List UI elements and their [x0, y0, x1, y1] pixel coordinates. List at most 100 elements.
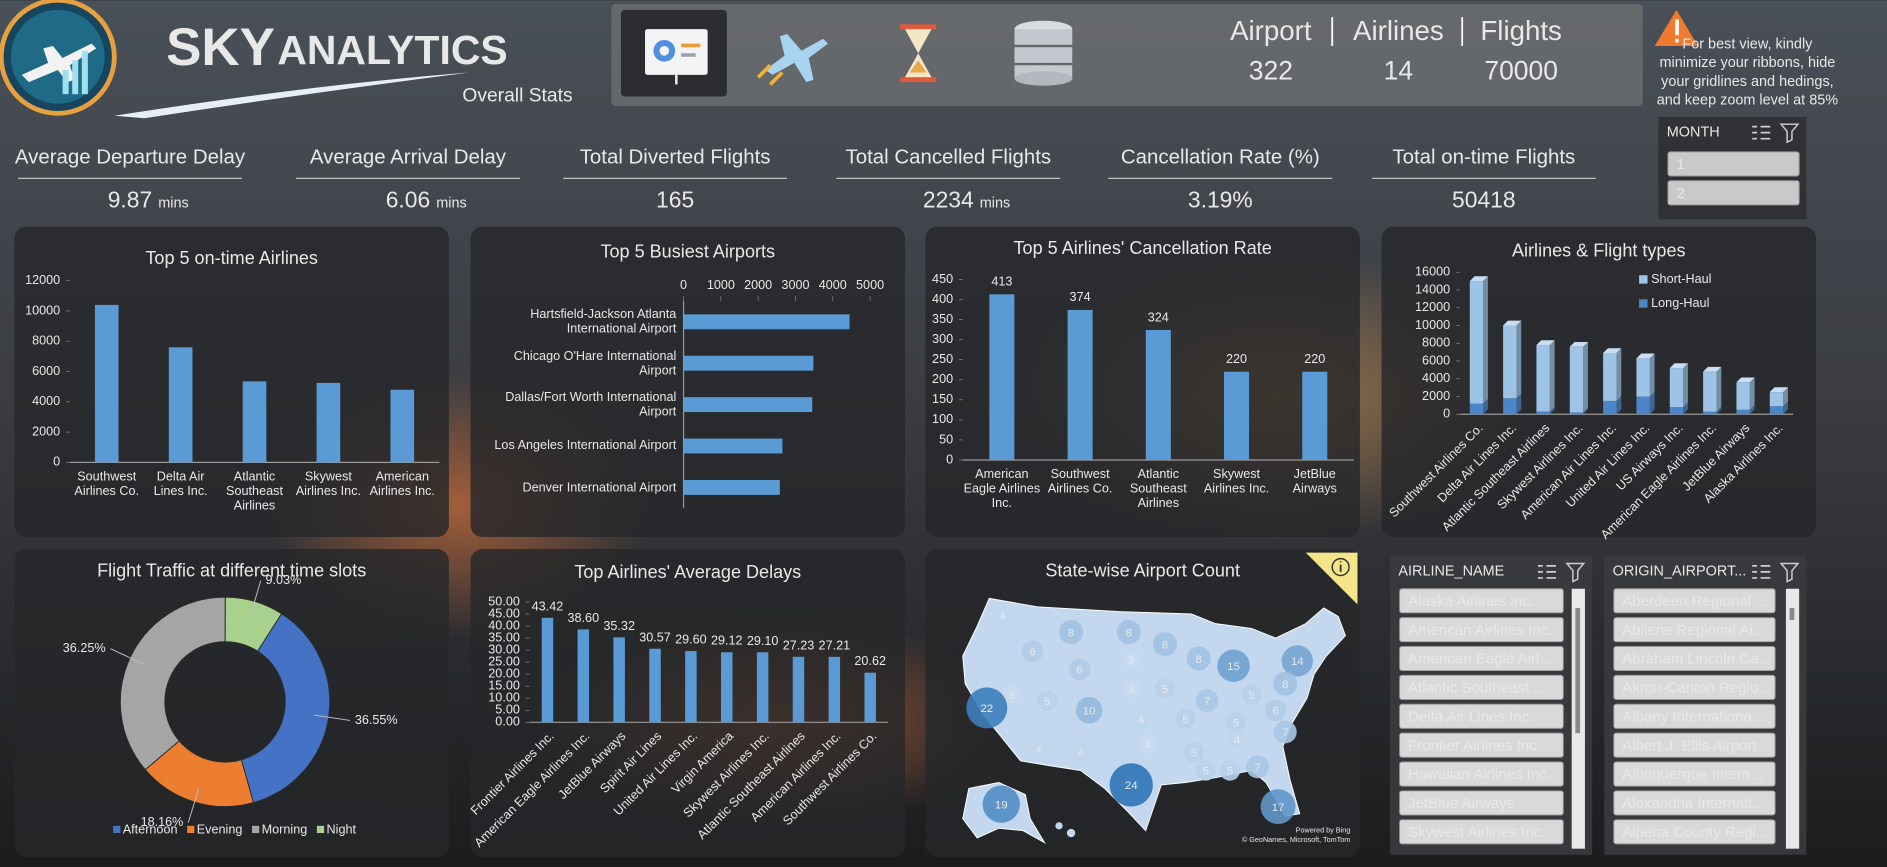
clear-filter-button[interactable]: [1565, 562, 1586, 583]
slicer-item[interactable]: [1399, 646, 1564, 672]
slicer-title: ORIGIN_AIRPORT...: [1613, 564, 1747, 580]
bar-top: [1769, 387, 1788, 393]
x-tick-label: 1000: [707, 278, 735, 292]
nav-delays[interactable]: [900, 24, 937, 83]
nav-overview[interactable]: [620, 9, 727, 97]
slicer-item[interactable]: [1613, 646, 1776, 672]
map-region: [1122, 650, 1141, 669]
scrollbar-thumb[interactable]: [1789, 607, 1795, 621]
legend-swatch: [113, 825, 121, 834]
bar-segment: [1769, 406, 1784, 415]
nav-data[interactable]: [1014, 20, 1073, 86]
slicer-item[interactable]: [1399, 790, 1564, 816]
bar: [1145, 330, 1171, 460]
chart-title: Airlines & Flight types: [1512, 241, 1686, 261]
x-tick-label: 2000: [744, 278, 772, 292]
x-tick-label: 5000: [856, 278, 884, 292]
multi-select-button[interactable]: [1752, 125, 1771, 140]
map-label: 3: [1128, 655, 1134, 667]
map-region: [1152, 632, 1177, 657]
data-label: 35.32: [603, 619, 635, 633]
y-tick-label: Los Angeles International Airport: [494, 438, 677, 454]
y-tick-label: 6000: [1422, 353, 1450, 367]
bar: [390, 389, 415, 463]
data-label: 29.10: [747, 634, 779, 648]
legend-swatch: [1639, 299, 1648, 308]
x-tick-label-box: Skywest Airlines Inc.: [296, 470, 361, 499]
warning-icon: [1675, 38, 1679, 43]
kpi-value: 165: [656, 186, 694, 212]
slicer-item[interactable]: [1667, 180, 1800, 206]
slicer-item[interactable]: [1399, 703, 1564, 729]
bar-segment: [1736, 409, 1750, 415]
stat-value: 322: [1249, 55, 1293, 85]
slicer-item[interactable]: [1399, 819, 1564, 845]
slicer-item[interactable]: [1667, 151, 1800, 177]
info-button[interactable]: [1331, 557, 1350, 577]
slicer-item[interactable]: [1613, 761, 1776, 787]
nav-flights[interactable]: [756, 33, 828, 86]
y-tick-label: 450: [932, 272, 953, 286]
slicer-item[interactable]: [1613, 588, 1776, 614]
clear-filter-button[interactable]: [1779, 562, 1800, 583]
map-label: 15: [1227, 661, 1240, 673]
data-label: 413: [991, 275, 1012, 289]
map-label: 5: [1162, 684, 1168, 696]
multi-select-button[interactable]: [1538, 565, 1557, 579]
slicer-item[interactable]: [1399, 674, 1564, 700]
y-tick-label-box: Dallas/Fort Worth International Airport: [505, 390, 676, 419]
scrollbar-thumb[interactable]: [1575, 607, 1581, 734]
bar-segment: [1636, 358, 1650, 397]
map-label: 7: [1282, 727, 1288, 739]
slicer-item-label: 1: [1676, 156, 1684, 173]
slicer-item-label: Albert J. Ellis Airport: [1622, 737, 1757, 754]
slicer-item[interactable]: [1399, 617, 1564, 643]
slicer-item[interactable]: [1399, 732, 1564, 758]
slicer-item[interactable]: [1613, 790, 1776, 816]
x-tick-label-box: Southwest Airlines Co.: [1047, 467, 1113, 497]
y-tick-label: 10.00: [488, 691, 520, 705]
y-tick-label: 25.00: [488, 654, 520, 668]
slicer-item-label: Alpena County Regi...: [1622, 824, 1768, 841]
x-tick-label: Atlantic Southeast Airlines: [1129, 467, 1187, 511]
map-attribution: Powered by Bing: [1296, 826, 1351, 835]
kpi-label: Average Arrival Delay: [310, 145, 507, 168]
bar-segment: [1469, 403, 1484, 415]
map-region: [966, 687, 1008, 729]
slicer-item[interactable]: [1613, 732, 1776, 758]
map-region: [1175, 708, 1196, 729]
map-region: [1059, 620, 1084, 645]
bar-segment: [1736, 382, 1750, 410]
bar: [649, 648, 661, 723]
bar: [683, 479, 780, 495]
map-region: [1195, 760, 1217, 781]
x-tick-label: Southwest Airlines Co.: [1047, 467, 1113, 497]
slicer-item[interactable]: [1399, 588, 1564, 614]
map-label: 5: [1233, 718, 1239, 730]
slicer-item[interactable]: [1613, 617, 1776, 643]
chart-panel: [925, 226, 1360, 537]
map-region: [1225, 712, 1247, 733]
bar: [756, 652, 769, 723]
slicer-item[interactable]: [1613, 703, 1776, 729]
data-label: 220: [1226, 352, 1247, 366]
clear-filter-button[interactable]: [1779, 123, 1800, 144]
multi-select-button[interactable]: [1752, 565, 1771, 579]
data-label: 27.21: [819, 638, 851, 652]
logo: [0, 0, 117, 116]
bar-side: [1783, 387, 1788, 407]
slicer-item[interactable]: [1613, 674, 1776, 700]
data-label: 38.60: [568, 611, 600, 625]
y-tick-label: 0: [946, 452, 953, 466]
map-label: 8: [1195, 654, 1201, 666]
slicer-item[interactable]: [1399, 761, 1564, 787]
bar: [721, 652, 733, 723]
y-tick-label: 14000: [1415, 282, 1450, 296]
y-tick-label: 5.00: [495, 703, 520, 717]
slicer-item-label: Skywest Airlines Inc.: [1408, 824, 1545, 841]
slicer-item-label: 2: [1676, 185, 1684, 202]
map-region: [1131, 709, 1151, 729]
slicer-item[interactable]: [1613, 819, 1776, 845]
bar-side: [1683, 402, 1688, 415]
